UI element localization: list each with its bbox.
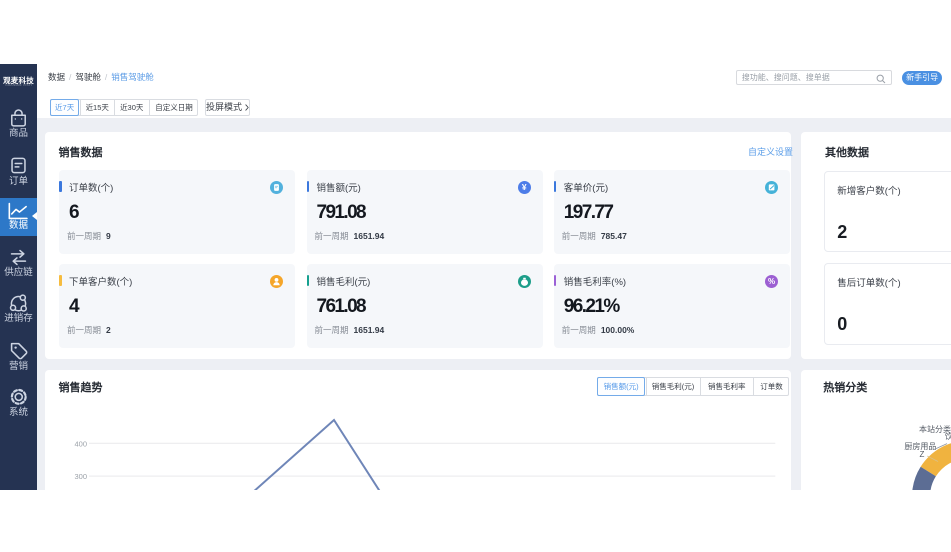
svg-text:300: 300 xyxy=(74,472,87,481)
svg-text:400: 400 xyxy=(74,440,87,449)
